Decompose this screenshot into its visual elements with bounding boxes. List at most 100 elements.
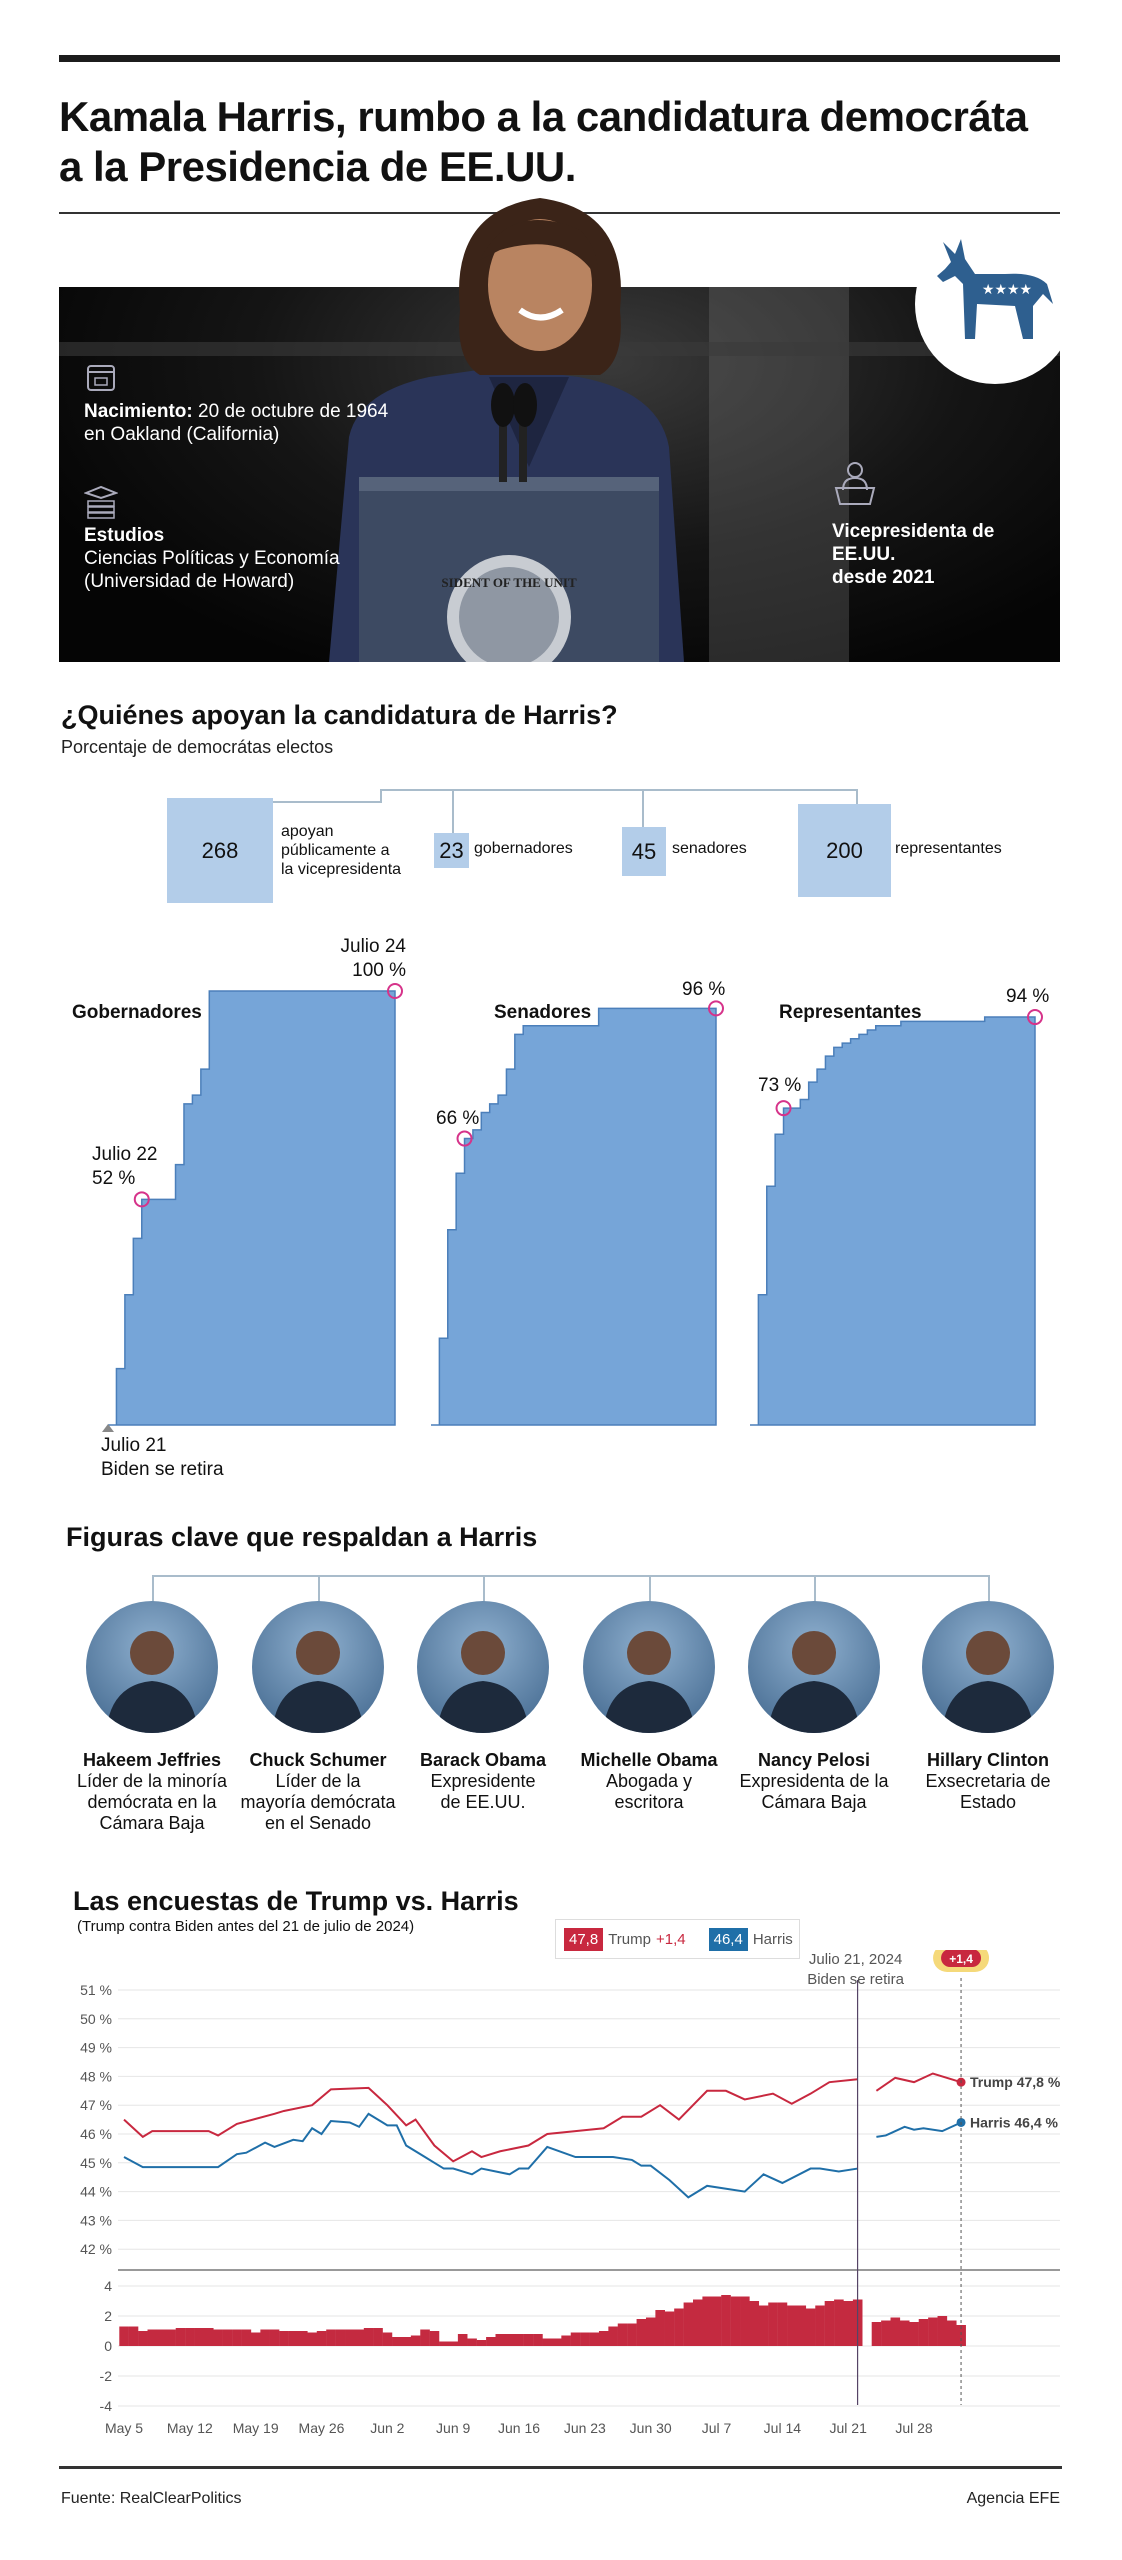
birthday-calendar-icon — [87, 365, 115, 391]
connector-line — [452, 789, 454, 834]
spread-bar — [580, 2332, 590, 2346]
vp-info: Vicepresidenta de EE.UU. desde 2021 — [832, 520, 1062, 589]
spread-bar — [758, 2305, 769, 2346]
spread-bar — [871, 2322, 882, 2346]
spread-bar — [307, 2332, 317, 2346]
governors-jul22-annotation: Julio 22 52 % — [92, 1143, 162, 1191]
spread-bar — [834, 2299, 844, 2346]
x-tick-label: Jun 2 — [370, 2420, 404, 2436]
spread-bar — [881, 2320, 891, 2346]
svg-text:★★★★: ★★★★ — [982, 281, 1032, 297]
x-tick-label: Jul 14 — [764, 2420, 802, 2436]
figure-portrait — [748, 1601, 880, 1733]
spread-bar — [542, 2338, 553, 2346]
figure-role: demócrata en la — [87, 1792, 217, 1812]
figure-portrait — [583, 1601, 715, 1733]
spread-bar — [297, 2331, 308, 2346]
spread-bar — [683, 2302, 694, 2346]
spread-bar — [843, 2301, 854, 2346]
annotation-marker — [133, 1191, 150, 1208]
representatives-box: 200 — [798, 804, 891, 897]
birth-label: Nacimiento: — [84, 401, 193, 422]
senators-66-annotation: 66 % — [436, 1108, 480, 1129]
spread-bar — [664, 2311, 675, 2346]
x-tick-label: May 5 — [105, 2420, 143, 2436]
annotation-marker — [708, 1000, 724, 1017]
figure-role: Exsecretaria de — [925, 1771, 1051, 1791]
support-area-1 — [431, 1007, 717, 1426]
spread-bar — [288, 2331, 299, 2346]
spread-bar — [373, 2328, 383, 2346]
profile-photo-panel: SIDENT OF THE UNIT — [59, 287, 1060, 662]
y-tick-label: 51 % — [80, 1982, 112, 1998]
spread-bar — [476, 2340, 487, 2346]
spread-bar — [429, 2331, 440, 2346]
total-label: apoyan públicamente a la vicepresidenta — [281, 822, 401, 879]
birth-place: en Oakland (California) — [84, 424, 280, 445]
spread-bar — [909, 2322, 919, 2346]
note-text: Biden se retira — [101, 1459, 224, 1480]
support-area-0 — [108, 990, 396, 1426]
figure-portrait — [922, 1601, 1054, 1733]
title-line-2: a la Presidencia de EE.UU. — [59, 143, 576, 190]
harris-photo: SIDENT OF THE UNIT — [59, 287, 1060, 662]
senators-value: 45 — [631, 838, 657, 864]
representatives-end-annotation: 94 % — [1006, 986, 1050, 1007]
figure-role: Abogada y — [605, 1771, 693, 1791]
spread-tick-label: 4 — [104, 2278, 112, 2294]
spread-bar — [250, 2332, 261, 2346]
spread-bar — [598, 2331, 609, 2346]
seal-text: SIDENT OF THE UNIT — [441, 575, 577, 590]
vp-since: desde 2021 — [832, 567, 935, 588]
spread-bar — [185, 2328, 195, 2346]
figure-role: mayoría demócrata — [240, 1792, 396, 1812]
spread-bar — [561, 2335, 571, 2346]
spread-bar — [119, 2326, 129, 2346]
representatives-chart-title: Representantes — [779, 1002, 922, 1023]
event-label: Biden se retira — [807, 1971, 904, 1988]
trump-line — [875, 2072, 962, 2092]
legend-harris-value: 46,4 — [708, 1927, 748, 1951]
legend-harris-name: Harris — [752, 1930, 793, 1948]
biden-withdrawal-note: Julio 21 Biden se retira — [101, 1434, 224, 1482]
title-line-1: Kamala Harris, rumbo a la candidatura de… — [59, 93, 1028, 140]
y-tick-label: 49 % — [80, 2040, 112, 2056]
x-tick-label: May 26 — [299, 2420, 345, 2436]
spread-bar — [335, 2329, 346, 2346]
spread-bar — [711, 2296, 722, 2346]
poll-legend: 47,8 Trump +1,4 46,4 Harris — [555, 1919, 800, 1959]
spread-bar — [617, 2323, 628, 2346]
party-badge: ★★★★ — [915, 224, 1075, 384]
spread-bar — [937, 2316, 948, 2346]
spread-bar — [815, 2305, 825, 2346]
start-marker-icon — [102, 1424, 114, 1432]
figure-role: escritora — [614, 1792, 684, 1812]
x-tick-label: Jul 28 — [895, 2420, 933, 2436]
figure-connector — [814, 1575, 816, 1603]
spread-bar — [523, 2334, 534, 2346]
spread-bar — [928, 2317, 938, 2346]
x-tick-label: Jul 7 — [702, 2420, 732, 2436]
annotation-marker — [387, 983, 403, 999]
studies-label: Estudios — [84, 525, 165, 546]
figure-role: Líder de la minoría — [76, 1771, 228, 1791]
figure-name: Chuck Schumer — [249, 1750, 387, 1770]
figure-name: Michelle Obama — [580, 1750, 718, 1770]
spread-bar — [589, 2332, 600, 2346]
figure-role: Estado — [959, 1792, 1017, 1812]
spread-bar — [345, 2329, 355, 2346]
senators-chart-title: Senadores — [494, 1002, 592, 1023]
figure-role: Cámara Baja — [99, 1813, 205, 1833]
figure-name: Hakeem Jeffries — [82, 1750, 222, 1770]
lead-badge-text: +1,4 — [949, 1952, 973, 1966]
figure-role: en el Senado — [264, 1813, 372, 1833]
event-label: Julio 21, 2024 — [809, 1951, 902, 1968]
legend-trump-name: Trump — [608, 1930, 651, 1948]
senators-label: senadores — [672, 840, 747, 857]
harris-portrait — [459, 198, 621, 375]
annotation-date: Julio 22 — [92, 1144, 158, 1165]
total-label-line: apoyan — [281, 823, 334, 840]
annotation-marker — [1027, 1009, 1043, 1026]
support-title: ¿Quiénes apoyan la candidatura de Harris… — [61, 700, 618, 730]
spread-bar — [805, 2308, 816, 2346]
